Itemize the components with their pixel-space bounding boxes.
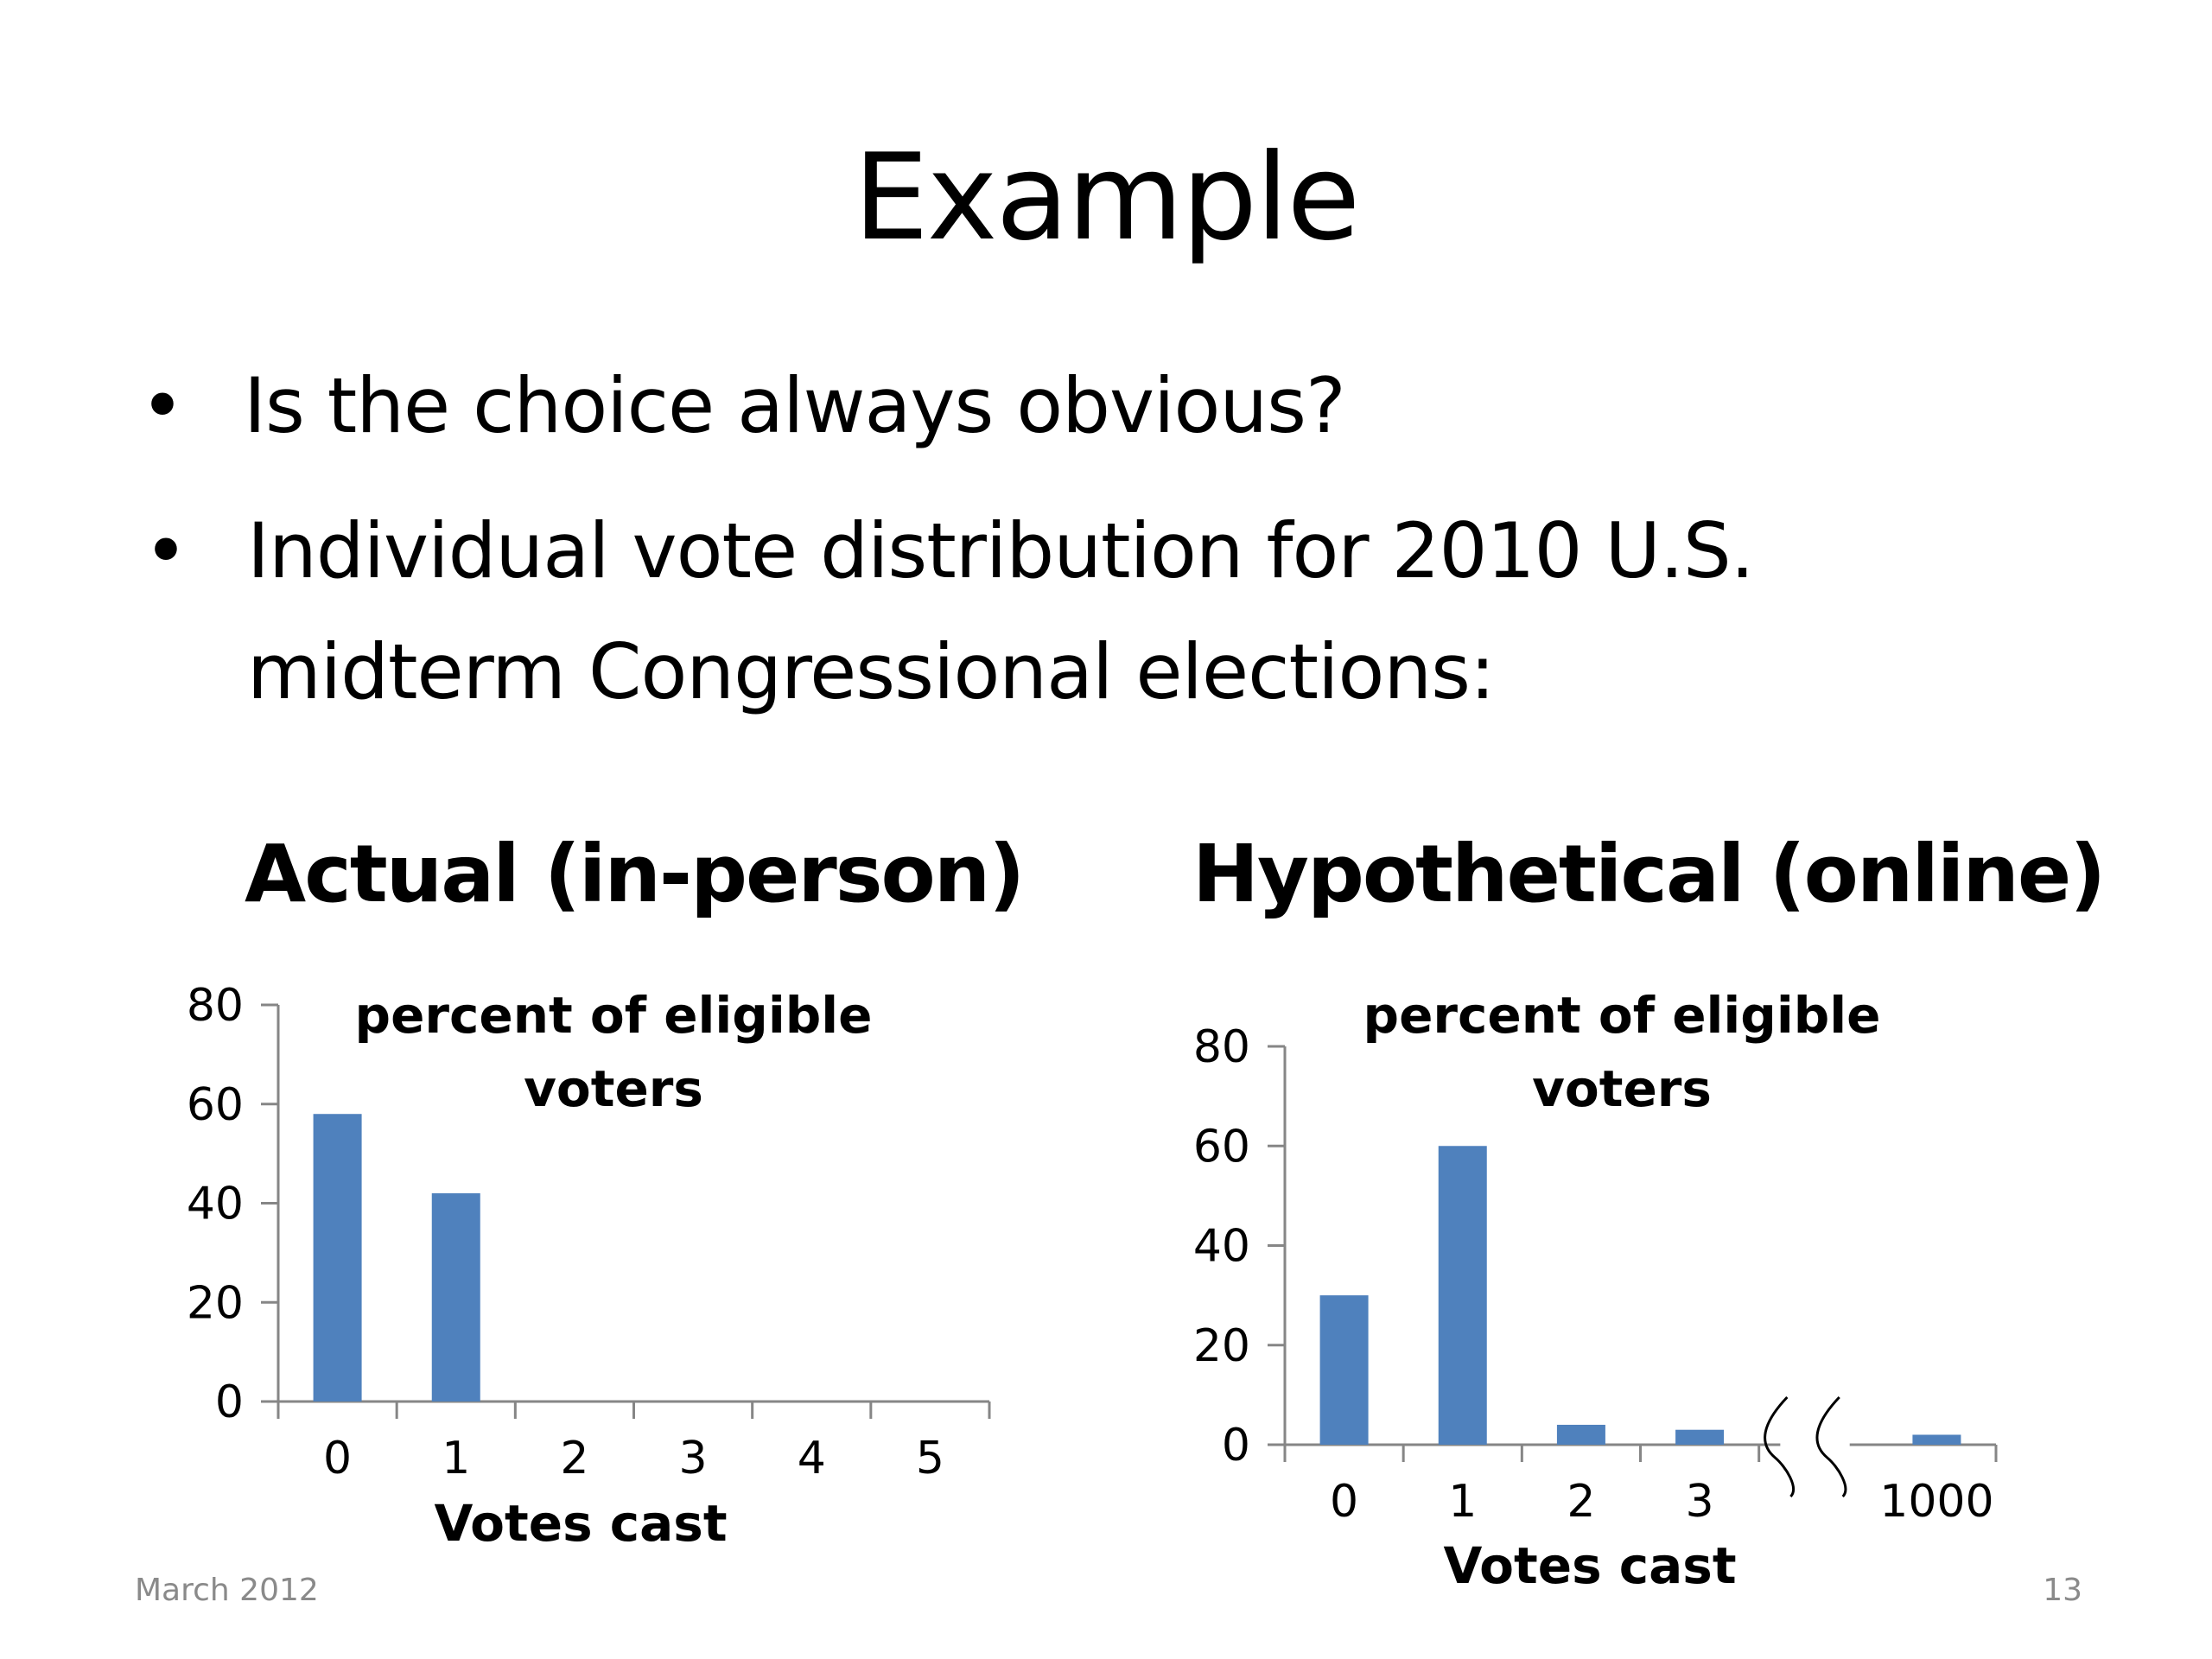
online-x-tick-label: 0 <box>1330 1476 1358 1528</box>
online-bar <box>1438 1146 1487 1445</box>
online-x-axis-label: Votes cast <box>1443 1536 1736 1595</box>
actual-annotation: percent of eligible <box>355 986 873 1045</box>
chart-title-actual: Actual (in-person) <box>245 828 1025 920</box>
bullet-marker: • <box>140 361 185 450</box>
actual-x-tick-label: 3 <box>679 1433 708 1484</box>
online-y-tick-label: 0 <box>1222 1420 1250 1471</box>
online-bar <box>1675 1429 1725 1445</box>
actual-x-tick-label: 4 <box>798 1433 826 1484</box>
actual-bar <box>431 1193 480 1402</box>
online-y-tick-label: 20 <box>1193 1320 1250 1372</box>
bullet-item: • Is the choice always obvious? <box>140 346 1346 467</box>
online-y-tick-label: 80 <box>1193 1021 1250 1073</box>
actual-x-tick-label: 0 <box>323 1433 352 1484</box>
chart-title-hypothetical: Hypothetical (online) <box>1192 828 2106 920</box>
online-axis-break-mark <box>1815 1395 1847 1498</box>
online-x-tick-label: 1000 <box>1879 1476 1993 1528</box>
online-annotation: percent of eligible <box>1363 986 1881 1045</box>
online-x-tick-label: 3 <box>1686 1476 1714 1528</box>
online-x-tick-label: 2 <box>1567 1476 1595 1528</box>
online-y-tick-label: 60 <box>1193 1121 1250 1173</box>
online-bar <box>1319 1295 1369 1445</box>
bullet-item: • Individual vote distribution for 2010 … <box>143 491 2062 733</box>
actual-x-tick-label: 5 <box>916 1433 944 1484</box>
bullet-text: Individual vote distribution for 2010 U.… <box>247 506 1755 716</box>
online-y-tick-label: 40 <box>1193 1221 1250 1273</box>
online-annotation: voters <box>1532 1059 1712 1118</box>
actual-annotation: voters <box>524 1059 703 1118</box>
actual-y-tick-label: 0 <box>215 1376 244 1428</box>
online-bar <box>1556 1424 1605 1445</box>
actual-x-tick-label: 1 <box>442 1433 470 1484</box>
actual-x-axis-label: Votes cast <box>434 1494 727 1553</box>
slide-title: Example <box>853 128 1361 267</box>
online-bar <box>1912 1434 1961 1445</box>
bullet-text: Is the choice always obvious? <box>244 361 1346 450</box>
actual-x-tick-label: 2 <box>560 1433 588 1484</box>
online-x-tick-label: 1 <box>1448 1476 1477 1528</box>
online-axis-break-mark <box>1764 1395 1795 1498</box>
actual-bar <box>313 1114 362 1402</box>
actual-y-tick-label: 80 <box>187 980 244 1032</box>
slide-number: 13 <box>2043 1573 2082 1608</box>
footer-date: March 2012 <box>135 1573 319 1608</box>
actual-y-tick-label: 60 <box>187 1079 244 1131</box>
actual-y-tick-label: 20 <box>187 1277 244 1329</box>
bullet-marker: • <box>143 506 188 595</box>
actual-y-tick-label: 40 <box>187 1179 244 1230</box>
